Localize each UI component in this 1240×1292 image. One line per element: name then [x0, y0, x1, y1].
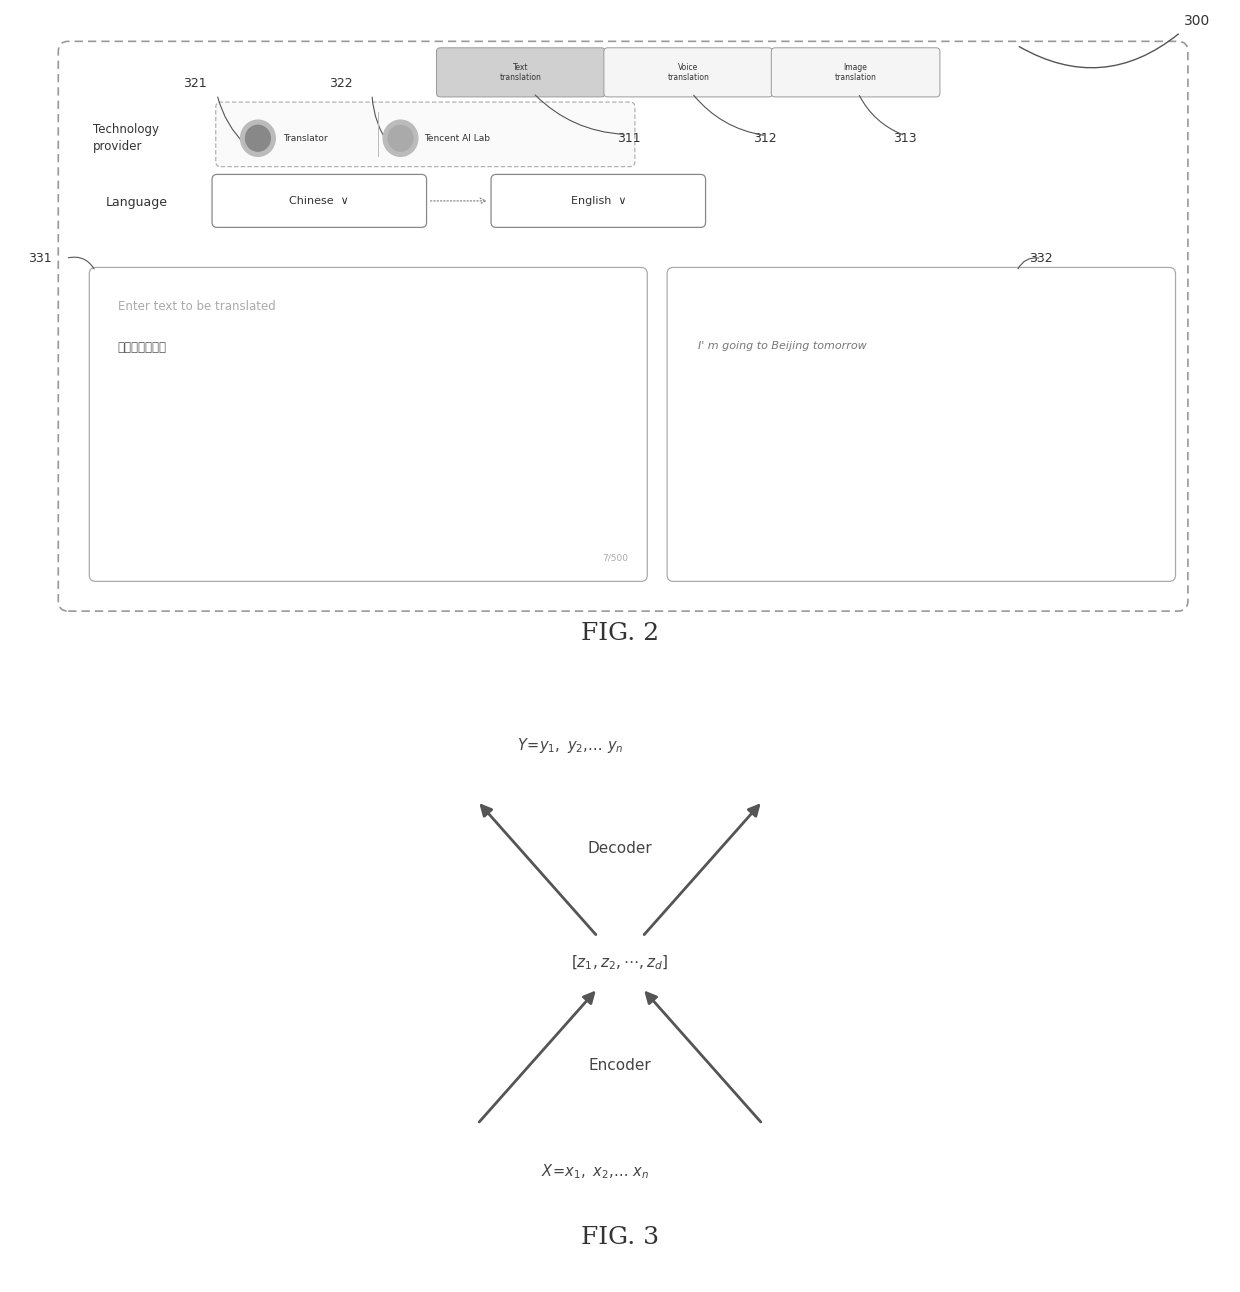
Text: I' m going to Beijing tomorrow: I' m going to Beijing tomorrow [698, 341, 867, 351]
FancyBboxPatch shape [58, 41, 1188, 611]
Text: English  ∨: English ∨ [570, 196, 626, 205]
Text: FIG. 2: FIG. 2 [580, 621, 660, 645]
Circle shape [383, 120, 418, 156]
Text: Tencent AI Lab: Tencent AI Lab [424, 134, 490, 142]
Text: Chinese  ∨: Chinese ∨ [289, 196, 350, 205]
Text: Language: Language [105, 196, 167, 209]
Text: Voice
translation: Voice translation [667, 62, 709, 83]
FancyBboxPatch shape [212, 174, 427, 227]
Text: $[z_1,z_2,\cdots,z_d]$: $[z_1,z_2,\cdots,z_d]$ [572, 953, 668, 972]
Circle shape [246, 125, 270, 151]
Text: Encoder: Encoder [589, 1058, 651, 1074]
Text: 我明天去北京玩: 我明天去北京玩 [118, 341, 167, 354]
Text: $Y\!=\!y_1,\ y_2,\!\ldots\ y_n$: $Y\!=\!y_1,\ y_2,\!\ldots\ y_n$ [517, 736, 624, 755]
Text: FIG. 3: FIG. 3 [580, 1226, 660, 1249]
Circle shape [388, 125, 413, 151]
Circle shape [241, 120, 275, 156]
Text: 332: 332 [1029, 252, 1053, 265]
FancyBboxPatch shape [436, 48, 605, 97]
FancyBboxPatch shape [667, 267, 1176, 581]
Text: Enter text to be translated: Enter text to be translated [118, 300, 275, 313]
Text: 321: 321 [184, 78, 207, 90]
Text: $X\!=\!x_1,\ x_2,\!\ldots\ x_n$: $X\!=\!x_1,\ x_2,\!\ldots\ x_n$ [541, 1163, 650, 1181]
Text: 7/500: 7/500 [603, 553, 629, 562]
Text: Translator: Translator [283, 134, 327, 142]
FancyBboxPatch shape [216, 102, 635, 167]
Text: Decoder: Decoder [588, 841, 652, 857]
Text: 300: 300 [1184, 14, 1210, 28]
Text: 313: 313 [893, 132, 916, 145]
Text: 312: 312 [753, 132, 776, 145]
Text: Technology
provider: Technology provider [93, 123, 159, 154]
Text: 322: 322 [329, 78, 352, 90]
Text: 331: 331 [27, 252, 52, 265]
Text: Image
translation: Image translation [835, 62, 877, 83]
Text: 311: 311 [618, 132, 641, 145]
FancyBboxPatch shape [89, 267, 647, 581]
FancyBboxPatch shape [491, 174, 706, 227]
FancyBboxPatch shape [604, 48, 773, 97]
Text: Text
translation: Text translation [500, 62, 542, 83]
FancyBboxPatch shape [771, 48, 940, 97]
